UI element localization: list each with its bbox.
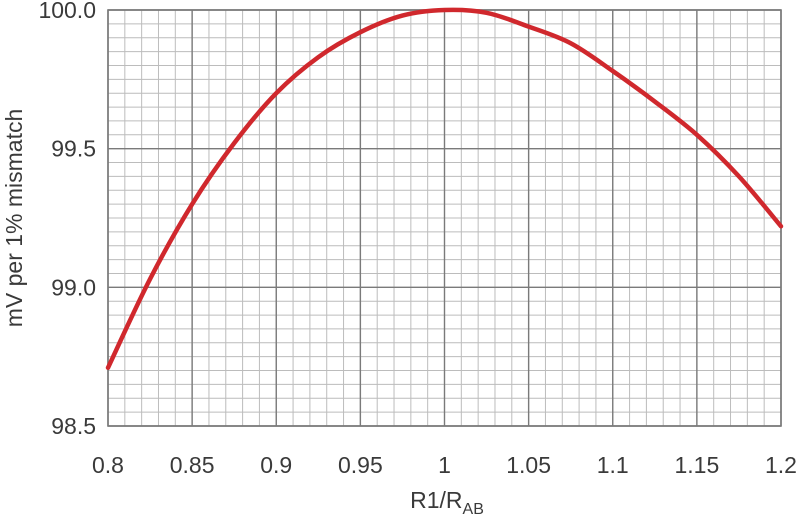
x-axis-title: R1/RAB: [410, 487, 484, 518]
x-tick-label: 0.85: [170, 452, 215, 478]
x-tick-label: 1.15: [674, 452, 719, 478]
x-tick-label: 1.2: [765, 452, 797, 478]
x-axis-title-subscript: AB: [463, 501, 484, 518]
y-tick-label: 100.0: [38, 0, 96, 23]
x-tick-label: 1: [438, 452, 451, 478]
y-tick-label: 99.5: [51, 136, 96, 162]
series-layer: [105, 7, 784, 371]
y-tick-label: 98.5: [51, 413, 96, 439]
y-tick-label: 99.0: [51, 274, 96, 300]
x-tick-label: 0.9: [260, 452, 292, 478]
y-tick-labels: 98.5 99.0 99.5 100.0: [38, 0, 96, 439]
x-tick-label: 1.1: [597, 452, 629, 478]
x-tick-label: 1.05: [506, 452, 551, 478]
series-line: [105, 7, 784, 371]
major-grid: [107, 9, 782, 427]
x-tick-labels: 0.8 0.85 0.9 0.95 1 1.05 1.1 1.15 1.2: [92, 452, 797, 478]
x-axis-title-main: R1/R: [410, 487, 462, 513]
y-axis-title: mV per 1% mismatch: [1, 109, 27, 328]
x-tick-label: 0.95: [338, 452, 383, 478]
x-tick-label: 0.8: [92, 452, 124, 478]
